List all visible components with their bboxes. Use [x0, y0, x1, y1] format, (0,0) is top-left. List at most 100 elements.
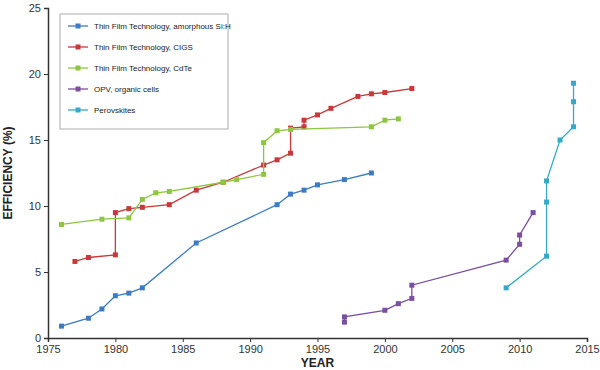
point-marker	[275, 128, 280, 133]
x-tick: 1995	[306, 338, 330, 355]
point-marker	[355, 94, 360, 99]
y-axis-line	[44, 9, 49, 339]
x-axis-line	[49, 339, 588, 343]
point-marker	[558, 138, 563, 143]
point-marker	[126, 206, 131, 211]
legend-box	[60, 14, 228, 129]
point-marker	[369, 124, 374, 129]
series-line	[61, 119, 398, 225]
y-tick: 15	[29, 134, 48, 146]
y-tick: 20	[29, 68, 48, 80]
point-marker	[167, 202, 172, 207]
y-axis: 0510152025	[29, 2, 49, 344]
legend-label: Thin Film Technology, CIGS	[94, 43, 193, 52]
legend-marker	[76, 24, 81, 29]
x-tick: 2015	[575, 338, 599, 355]
point-marker	[113, 293, 118, 298]
y-tick-mark	[44, 140, 48, 141]
point-marker	[194, 240, 199, 245]
point-marker	[382, 308, 387, 313]
legend-marker	[76, 108, 81, 113]
x-tick-label: 2015	[575, 343, 599, 355]
legend: Thin Film Technology, amorphous Si:H Thin…	[60, 14, 231, 129]
point-marker	[369, 91, 374, 96]
y-tick-mark	[44, 8, 48, 9]
y-tick-label: 15	[29, 134, 41, 146]
legend-entry: Thin Film Technology, amorphous Si:H	[68, 22, 231, 31]
point-marker	[302, 188, 307, 193]
point-marker	[517, 242, 522, 247]
y-tick: 5	[35, 266, 48, 278]
x-tick-mark	[183, 338, 184, 342]
series-line	[344, 213, 533, 323]
point-marker	[86, 316, 91, 321]
y-tick-mark	[44, 74, 48, 75]
point-marker	[382, 90, 387, 95]
series-line	[61, 173, 371, 326]
point-marker	[140, 205, 145, 210]
x-tick: 1985	[171, 338, 195, 355]
point-marker	[221, 180, 226, 185]
x-tick-label: 2010	[508, 343, 532, 355]
y-tick-label: 10	[29, 200, 41, 212]
x-tick: 1980	[104, 338, 128, 355]
legend-entry: Thin Film Technology, CdTe	[68, 64, 193, 73]
point-marker	[396, 116, 401, 121]
point-marker	[571, 81, 576, 86]
point-marker	[153, 190, 158, 195]
point-marker	[302, 118, 307, 123]
plot-area: 1975198019851990199520002005201020150510…	[29, 2, 600, 355]
point-marker	[221, 180, 226, 185]
x-tick-mark	[452, 338, 453, 342]
point-marker	[275, 202, 280, 207]
x-tick-label: 1985	[171, 343, 195, 355]
legend-entry: OPV, organic cells	[68, 85, 159, 94]
point-marker	[517, 233, 522, 238]
legend-label: Thin Film Technology, CdTe	[94, 64, 193, 73]
y-tick-mark	[44, 206, 48, 207]
y-axis-title: EFFICIENCY (%)	[1, 126, 15, 219]
point-marker	[72, 259, 77, 264]
point-marker	[544, 200, 549, 205]
legend-entry: Thin Film Technology, CIGS	[68, 43, 193, 52]
point-marker	[409, 86, 414, 91]
point-marker	[504, 285, 509, 290]
point-marker	[531, 210, 536, 215]
point-marker	[571, 99, 576, 104]
point-marker	[99, 306, 104, 311]
point-marker	[369, 171, 374, 176]
legend-entry: Perovskites	[68, 106, 135, 115]
point-marker	[59, 324, 64, 329]
x-tick-label: 2000	[373, 343, 397, 355]
point-marker	[140, 285, 145, 290]
y-tick-mark	[44, 338, 48, 339]
point-marker	[544, 254, 549, 259]
x-axis-title: YEAR	[301, 356, 335, 370]
point-marker	[409, 296, 414, 301]
point-marker	[275, 157, 280, 162]
x-tick-mark	[587, 338, 588, 342]
point-marker	[167, 189, 172, 194]
point-marker	[194, 188, 199, 193]
series-line	[506, 83, 573, 288]
point-marker	[126, 215, 131, 220]
legend-label: Thin Film Technology, amorphous Si:H	[94, 22, 231, 31]
point-marker	[59, 222, 64, 227]
point-marker	[288, 127, 293, 132]
point-marker	[113, 252, 118, 257]
point-marker	[315, 182, 320, 187]
x-tick: 2010	[508, 338, 532, 355]
point-marker	[342, 177, 347, 182]
point-marker	[382, 118, 387, 123]
point-marker	[234, 177, 239, 182]
chart: 1975198019851990199520002005201020150510…	[0, 0, 600, 370]
y-tick-label: 20	[29, 68, 41, 80]
point-marker	[504, 258, 509, 263]
x-tick-label: 1980	[104, 343, 128, 355]
x-tick-label: 1995	[306, 343, 330, 355]
point-marker	[396, 301, 401, 306]
point-marker	[328, 106, 333, 111]
point-marker	[99, 217, 104, 222]
y-tick-label: 0	[35, 332, 41, 344]
legend-label: OPV, organic cells	[94, 85, 159, 94]
